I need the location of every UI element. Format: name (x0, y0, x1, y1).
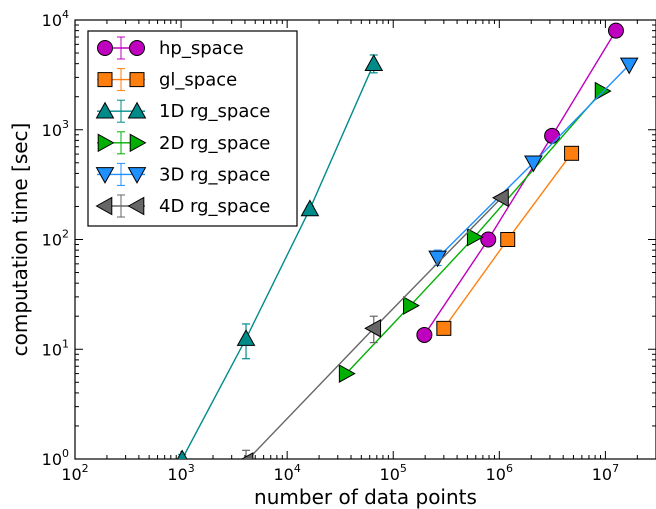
series-4D-rg_space (240, 188, 509, 459)
legend-entry: gl_space (97, 68, 237, 92)
legend-entry: 2D rg_space (97, 131, 270, 155)
legend-marker (127, 196, 145, 216)
data-point (466, 227, 484, 247)
legend-label: hp_space (159, 38, 244, 59)
legend-marker (129, 133, 147, 153)
legend-label: 3D rg_space (159, 164, 270, 185)
x-tick-label: 104 (273, 462, 300, 484)
data-point (176, 449, 188, 459)
x-tick-label: 107 (592, 462, 619, 484)
series-line (345, 90, 603, 375)
data-point (480, 231, 497, 248)
data-point (544, 127, 561, 144)
y-tick-label: 102 (42, 228, 69, 250)
y-tick-label: 101 (42, 337, 69, 359)
data-point (416, 326, 433, 343)
y-tick-label: 104 (42, 8, 69, 30)
data-point (236, 329, 256, 346)
y-tick-label: 103 (42, 118, 69, 140)
legend-label: gl_space (159, 70, 237, 91)
legend-marker (97, 40, 113, 56)
x-tick-label: 103 (167, 462, 194, 484)
legend-frame (87, 30, 298, 227)
legend-marker (95, 167, 115, 184)
legend-label: 2D rg_space (159, 133, 270, 154)
legend-marker (127, 167, 147, 184)
legend: hp_space gl_space 1D rg_space 2D rg_space 3D… (87, 30, 298, 227)
legend-label: 1D rg_space (159, 101, 270, 122)
x-axis-label: number of data points (254, 485, 477, 509)
legend-entry: 3D rg_space (95, 162, 270, 186)
data-point (619, 57, 639, 75)
data-point (364, 54, 384, 71)
legend-marker (97, 72, 113, 88)
tick-labels: 102 103 104 105 106 107 100 101 102 103 104 (42, 8, 619, 484)
data-point (564, 145, 580, 161)
data-point (403, 296, 420, 315)
data-point (607, 22, 624, 39)
data-point (491, 188, 509, 208)
x-tick-label: 105 (380, 462, 407, 484)
legend-marker (97, 133, 115, 153)
legend-marker (129, 40, 145, 56)
data-point (524, 155, 543, 173)
series-3D-rg_space (428, 57, 639, 268)
legend-marker (127, 101, 147, 119)
legend-entry: hp_space (97, 36, 244, 60)
series-line (181, 63, 375, 459)
legend-marker (129, 72, 145, 88)
legend-entry: 1D rg_space (95, 99, 270, 123)
legend-marker (95, 196, 113, 216)
data-point (436, 320, 452, 336)
legend-entry: 4D rg_space (95, 194, 270, 218)
data-point (364, 319, 382, 338)
legend-marker (95, 101, 115, 119)
data-point (500, 232, 516, 247)
data-point (338, 364, 356, 383)
series-gl_space (436, 145, 580, 336)
series-layer (176, 22, 639, 459)
y-axis-label: computation time [sec] (8, 123, 32, 357)
data-point (300, 199, 320, 217)
series-1D-rg_space (176, 54, 384, 459)
x-tick-label: 102 (61, 462, 88, 484)
x-tick-label: 106 (486, 462, 513, 484)
data-point (240, 452, 254, 459)
legend-label: 4D rg_space (159, 196, 270, 217)
series-line (423, 30, 617, 336)
y-tick-label: 100 (42, 447, 69, 469)
